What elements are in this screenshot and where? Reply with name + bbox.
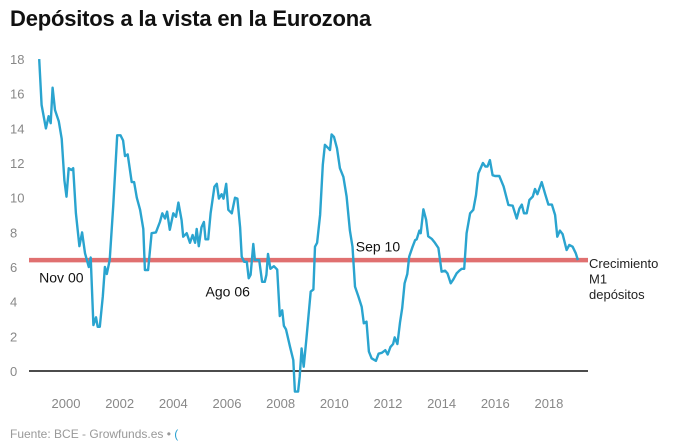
annotation-label: Ago 06 (206, 283, 251, 299)
y-tick-label: 12 (10, 156, 24, 171)
x-tick-label: 2010 (320, 396, 349, 411)
y-tick-label: 16 (10, 87, 24, 102)
x-tick-label: 2006 (213, 396, 242, 411)
x-tick-label: 2014 (427, 396, 456, 411)
y-tick-label: 0 (10, 364, 17, 379)
y-tick-label: 6 (10, 260, 17, 275)
y-tick-label: 10 (10, 191, 24, 206)
reference-label-line: M1 (589, 272, 607, 287)
series-line-m1 (38, 59, 580, 393)
y-tick-label: 4 (10, 295, 17, 310)
reference-label-line: depósitos (589, 287, 645, 302)
x-tick-label: 2002 (105, 396, 134, 411)
y-tick-label: 8 (10, 225, 17, 240)
annotations: Nov 00 Ago 06 Sep 10 (39, 238, 400, 299)
source-text: Fuente: BCE - Growfunds.es • (10, 427, 171, 441)
x-tick-label: 2000 (52, 396, 81, 411)
x-tick-label: 2008 (266, 396, 295, 411)
x-tick-label: 2018 (534, 396, 563, 411)
y-axis-ticks: 0 2 4 6 8 10 12 14 16 18 (10, 52, 24, 379)
more-link[interactable]: ( (174, 427, 179, 441)
reference-label-line: Crecimiento (589, 256, 658, 271)
annotation-label: Nov 00 (39, 270, 84, 286)
x-tick-label: 2016 (481, 396, 510, 411)
x-axis-ticks: 2000 2002 2004 2006 2008 2010 2012 2014 2016 2018 (52, 396, 564, 411)
footer-source: Fuente: BCE - Growfunds.es • ( (10, 427, 178, 441)
x-tick-label: 2004 (159, 396, 188, 411)
y-tick-label: 14 (10, 121, 24, 136)
y-tick-label: 2 (10, 329, 17, 344)
x-tick-label: 2012 (373, 396, 402, 411)
chart-title: Depósitos a la vista en la Eurozona (10, 6, 371, 31)
annotation-label: Sep 10 (356, 238, 401, 254)
y-tick-label: 18 (10, 52, 24, 67)
